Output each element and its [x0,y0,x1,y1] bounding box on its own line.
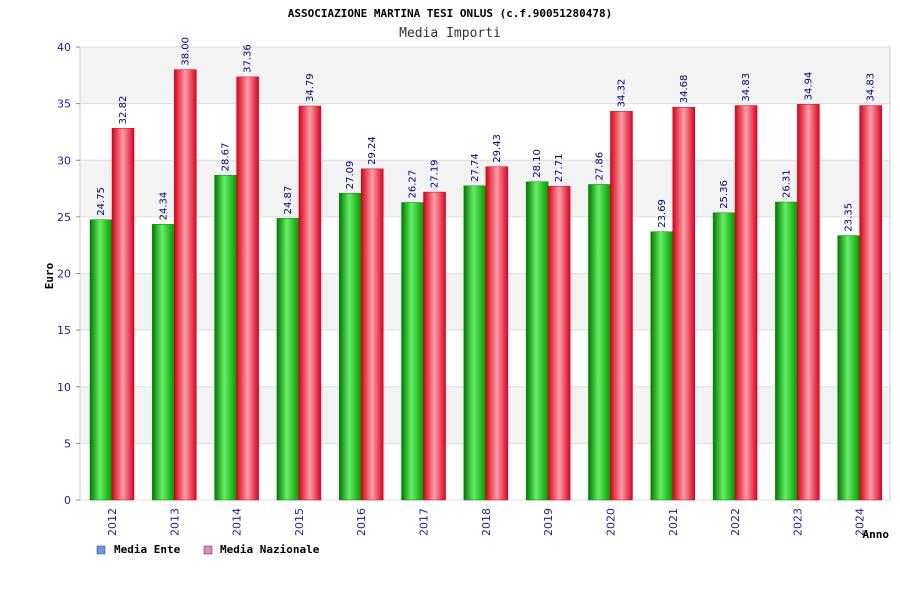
bar-media-nazionale [298,105,322,501]
x-tick-label: 2015 [293,508,306,536]
chart-subtitle: Media Importi [399,26,501,41]
y-tick-label: 15 [57,324,71,337]
value-label: 34.68 [679,75,690,104]
bar-media-ente [214,175,237,501]
bar-media-nazionale [485,166,509,501]
bar-media-ente [712,212,736,501]
value-label: 28.67 [221,143,232,172]
x-tick-label: 2018 [480,508,493,536]
value-label: 23.69 [657,199,668,228]
value-label: 27.74 [470,153,481,182]
value-label: 26.31 [781,169,792,198]
x-tick-label: 2020 [604,508,617,536]
value-label: 27.71 [554,154,565,183]
x-tick-label: 2013 [168,508,181,536]
value-label: 27.19 [430,159,441,188]
value-label: 32.82 [118,96,129,125]
value-label: 24.34 [158,192,169,221]
bar-media-ente [401,202,424,501]
y-tick-label: 40 [57,41,71,54]
x-tick-label: 2014 [231,508,244,536]
bar-media-nazionale [797,104,820,501]
bar-media-ente [588,184,611,501]
chart-title: ASSOCIAZIONE MARTINA TESI ONLUS (c.f.900… [288,7,613,20]
bar-media-ente [152,224,175,501]
value-label: 27.86 [594,152,605,181]
value-label: 34.79 [305,73,316,102]
value-label: 24.87 [283,186,294,215]
legend-label-ente: Media Ente [114,543,181,556]
value-label: 34.94 [803,72,814,101]
x-tick-label: 2023 [791,508,804,536]
x-tick-label: 2016 [355,508,368,536]
bar-media-nazionale [672,106,696,501]
x-tick-label: 2019 [542,508,555,536]
y-tick-label: 20 [57,268,71,281]
bar-media-nazionale [859,105,882,501]
plot-band [80,47,890,104]
x-tick-label: 2021 [667,508,680,536]
y-axis-label: Euro [43,262,56,289]
value-label: 38.00 [180,37,191,66]
x-axis-ticks: 2012 2013 2014 2015 2016 2017 2018 2019 2020 2021… [106,508,867,536]
bar-media-nazionale [734,105,758,501]
value-label: 27.09 [345,161,356,190]
bar-media-nazionale [423,191,446,501]
value-label: 28.10 [532,149,543,178]
bar-media-ente [650,231,674,501]
bar-media-nazionale [360,168,384,501]
x-tick-label: 2024 [854,508,867,536]
x-tick-label: 2017 [418,508,431,536]
bar-media-nazionale [547,185,571,501]
bar-media-nazionale [236,76,259,501]
y-tick-label: 30 [57,154,71,167]
y-axis-ticks: 0 5 10 15 20 25 30 35 40 [57,41,80,507]
value-label: 29.24 [367,136,378,165]
legend: Media Ente Media Nazionale [96,543,320,556]
bar-media-ente [525,181,549,501]
value-label: 34.83 [866,73,877,102]
legend-label-nazionale: Media Nazionale [220,543,320,556]
value-label: 26.27 [408,170,419,199]
y-tick-label: 5 [64,437,71,450]
bar-media-ente [463,185,487,501]
value-label: 29.43 [492,134,503,163]
legend-swatch-nazionale [203,545,213,555]
y-tick-label: 25 [57,211,71,224]
value-label: 37.36 [243,44,254,73]
x-tick-label: 2022 [729,508,742,536]
bar-media-ente [338,192,362,501]
value-label: 34.83 [741,73,752,102]
bar-media-ente [89,219,113,501]
y-tick-label: 35 [57,98,71,111]
legend-swatch-ente [96,545,106,555]
bar-media-nazionale [111,128,135,501]
bar-media-ente [276,218,300,501]
x-axis-label: Anno [863,528,890,541]
bar-media-ente [837,235,860,501]
value-labels: 24.75 32.82 24.34 38.00 28.67 37.36 24.87 34.79… [96,37,877,232]
value-label: 24.75 [96,187,107,216]
value-label: 25.36 [719,180,730,209]
y-tick-label: 0 [64,494,71,507]
value-label: 34.32 [616,79,627,108]
bars [89,69,882,501]
bar-media-nazionale [174,69,197,501]
y-tick-label: 10 [57,381,71,394]
value-label: 23.35 [844,203,855,232]
bar-media-ente [775,201,798,501]
bar-media-nazionale [610,111,633,501]
x-tick-label: 2012 [106,508,119,536]
